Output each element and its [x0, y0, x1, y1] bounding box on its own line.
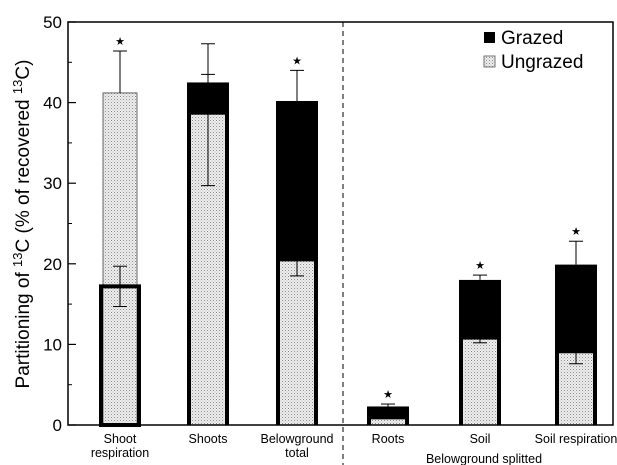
- x-axis: Shoot respiration Shoots Belowground total Ro…: [91, 432, 617, 460]
- y-tick-label: 30: [43, 174, 62, 193]
- x-tick-label: Soil: [470, 432, 491, 446]
- significance-star: ★: [383, 389, 393, 401]
- y-axis-title-sup-2: 13: [10, 80, 25, 94]
- legend-swatch-ungrazed: [483, 55, 496, 68]
- y-tick-label: 50: [43, 13, 62, 32]
- legend: Grazed Ungrazed: [483, 28, 583, 73]
- y-axis: 0 10 20 30 40 50: [43, 13, 76, 435]
- group-label: Belowground splitted: [426, 452, 542, 465]
- significance-star: ★: [571, 226, 581, 238]
- significance-layer: ★ ★ ★ ★ ★: [115, 36, 581, 401]
- y-axis-title-part-2: C (% of recovered: [13, 94, 34, 252]
- y-axis-title-part-1: Partitioning of: [13, 267, 34, 388]
- x-tick-label: Shoots: [189, 432, 228, 446]
- significance-star: ★: [115, 36, 125, 48]
- error-bars-layer: [113, 43, 583, 407]
- legend-swatch-grazed: [484, 32, 495, 43]
- x-tick-label: Soil respiration: [535, 432, 617, 446]
- x-tick-label-line: Roots: [372, 432, 405, 446]
- y-tick-label: 40: [43, 94, 62, 113]
- significance-star: ★: [292, 55, 302, 67]
- y-tick-label: 20: [43, 255, 62, 274]
- x-tick-label: Shoot respiration: [91, 432, 149, 460]
- x-tick-label: Belowground total: [261, 432, 334, 460]
- x-tick-label-line: Belowground: [261, 432, 334, 446]
- y-axis-title-sup-1: 13: [10, 253, 25, 267]
- x-tick-label-line: Soil: [470, 432, 491, 446]
- bar-ungrazed: [559, 353, 593, 425]
- significance-star: ★: [475, 260, 485, 272]
- bar-ungrazed: [371, 419, 405, 425]
- bar-ungrazed: [102, 92, 138, 426]
- x-tick-label: Roots: [372, 432, 405, 446]
- y-axis-title: Partitioning of 13C (% of recovered 13C): [10, 60, 35, 389]
- bars-layer: [99, 82, 597, 428]
- plot-frame: [67, 21, 614, 426]
- legend-label-grazed: Grazed: [501, 28, 563, 49]
- x-tick-label-line: respiration: [91, 446, 149, 460]
- bar-ungrazed: [280, 261, 314, 425]
- x-tick-label-line: Soil respiration: [535, 432, 617, 446]
- legend-label-ungrazed: Ungrazed: [501, 52, 583, 73]
- y-axis-title-part-3: C): [13, 60, 34, 80]
- x-tick-label-line: total: [285, 446, 309, 460]
- y-tick-label: 0: [53, 416, 62, 435]
- x-tick-label-line: Shoots: [189, 432, 228, 446]
- bar-ungrazed: [463, 339, 497, 425]
- y-tick-label: 10: [43, 335, 62, 354]
- x-tick-label-line: Shoot: [104, 432, 137, 446]
